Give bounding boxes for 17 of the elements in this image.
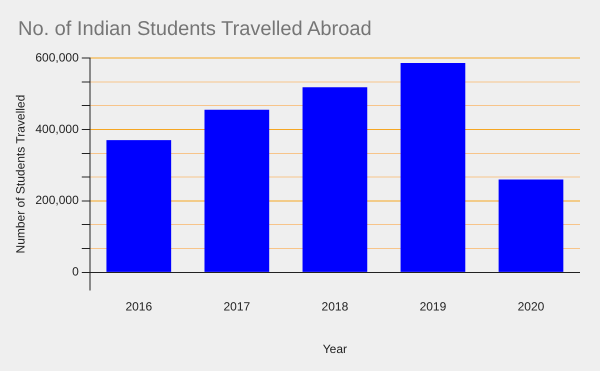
y-tick-label: 400,000	[35, 122, 80, 136]
y-tick-label: 200,000	[35, 193, 80, 208]
x-tick-label: 2016	[125, 300, 152, 314]
y-tick-label: 0	[72, 264, 80, 279]
bar	[106, 140, 172, 272]
x-axis-title: Year	[322, 342, 348, 356]
x-tick-label: 2020	[518, 300, 545, 314]
chart-title: No. of Indian Students Travelled Abroad	[18, 18, 372, 41]
bar	[400, 63, 466, 272]
y-tick-label: 600,000	[35, 50, 80, 64]
bar	[204, 110, 270, 272]
x-tick-label: 2019	[420, 300, 447, 314]
bar	[498, 179, 564, 272]
bar	[302, 87, 368, 272]
x-tick-label: 2018	[322, 300, 349, 314]
y-axis-title: Number of Students Travelled	[14, 94, 28, 254]
x-tick-label: 2017	[223, 300, 251, 314]
